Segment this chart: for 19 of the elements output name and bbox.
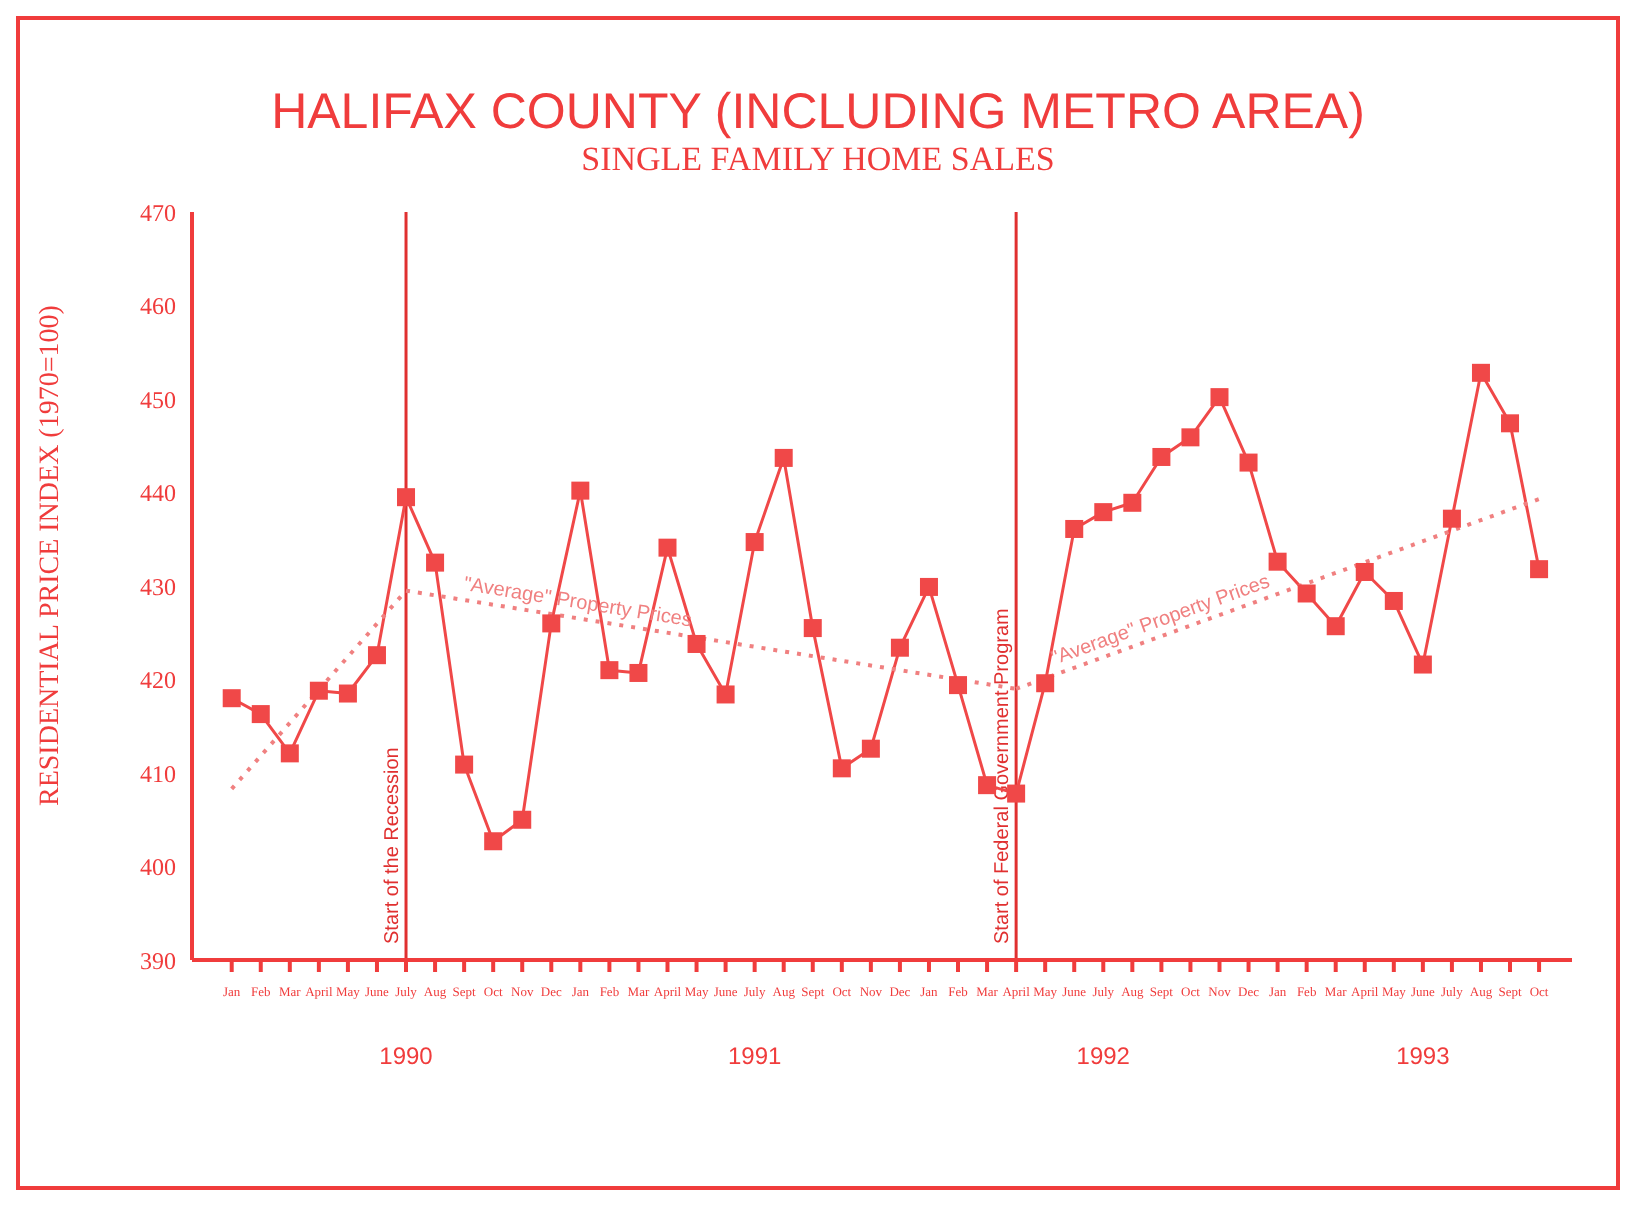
- text: 1990: [379, 1042, 434, 1070]
- y-tick-label: 460: [140, 292, 176, 321]
- y-tick-label: 410: [140, 759, 176, 788]
- y-tick-label: 420: [140, 666, 176, 695]
- ref-line-label: Start of Federal Government Program: [992, 608, 1015, 944]
- ref-line-label: Start of the Recession: [382, 747, 405, 944]
- y-axis-title: RESIDENTIAL PRICE INDEX (1970=100): [35, 304, 66, 806]
- text: 1992: [1076, 1042, 1131, 1070]
- y-tick-label: 470: [140, 198, 176, 227]
- y-tick-label: 450: [140, 385, 176, 414]
- y-tick-label: 390: [140, 946, 176, 975]
- y-tick-label: 440: [140, 479, 176, 508]
- y-tick-label: 430: [140, 572, 176, 601]
- text: 1993: [1396, 1042, 1451, 1070]
- chart-title: HALIFAX COUNTY (INCLUDING METRO AREA): [269, 84, 1367, 140]
- y-tick-label: 400: [140, 853, 176, 882]
- text: 1991: [727, 1042, 782, 1070]
- text: "Average" Property Prices: [462, 574, 694, 633]
- chart-subtitle: SINGLE FAMILY HOME SALES: [579, 140, 1057, 180]
